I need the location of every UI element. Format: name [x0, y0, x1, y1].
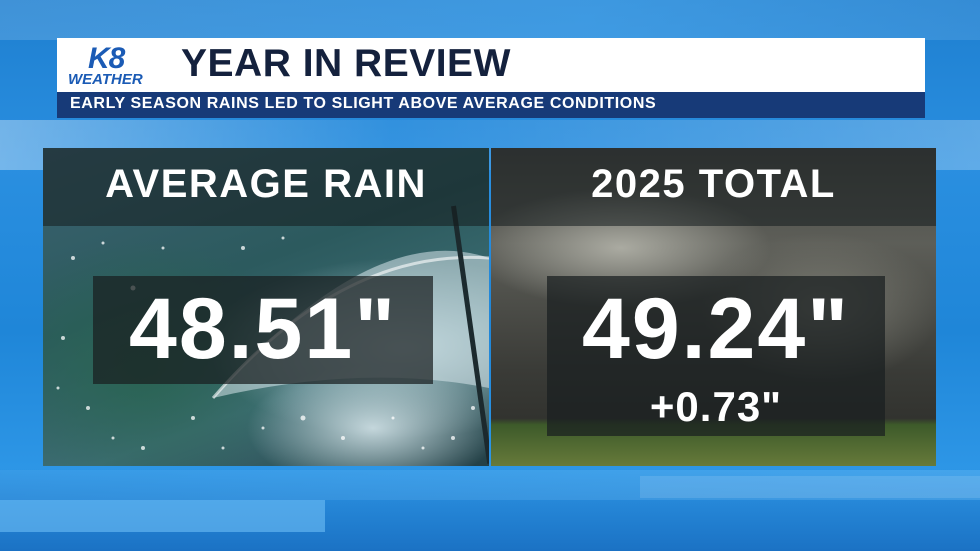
- total-2025-value-box: 49.24" +0.73": [547, 276, 885, 436]
- average-rain-heading: AVERAGE RAIN: [105, 162, 427, 206]
- panel-heading-bar: 2025 TOTAL: [491, 148, 936, 226]
- background-streak: [0, 0, 980, 40]
- background-streak: [640, 476, 980, 498]
- background-streak: [0, 500, 325, 532]
- logo-k8-text: K8: [88, 42, 125, 75]
- total-2025-panel: 2025 TOTAL 49.24" +0.73": [491, 148, 936, 466]
- rain-difference-value: +0.73": [649, 383, 783, 430]
- average-rain-value-box: 48.51": [93, 276, 433, 384]
- page-subtitle: EARLY SEASON RAINS LED TO SLIGHT ABOVE A…: [70, 95, 657, 112]
- k8-weather-logo: K8 WEATHER: [68, 42, 160, 90]
- background-streak: [0, 470, 980, 500]
- total-2025-value: 49.24": [582, 281, 850, 377]
- logo-weather-text: WEATHER: [68, 71, 143, 88]
- subtitle-bar: [57, 92, 925, 118]
- average-rain-panel: AVERAGE RAIN 48.51": [43, 148, 489, 466]
- panel-heading-bar: AVERAGE RAIN: [43, 148, 489, 226]
- header-bar: [57, 38, 925, 92]
- page-title: YEAR IN REVIEW: [181, 42, 511, 85]
- average-rain-value: 48.51": [129, 281, 397, 377]
- total-2025-heading: 2025 TOTAL: [591, 162, 836, 206]
